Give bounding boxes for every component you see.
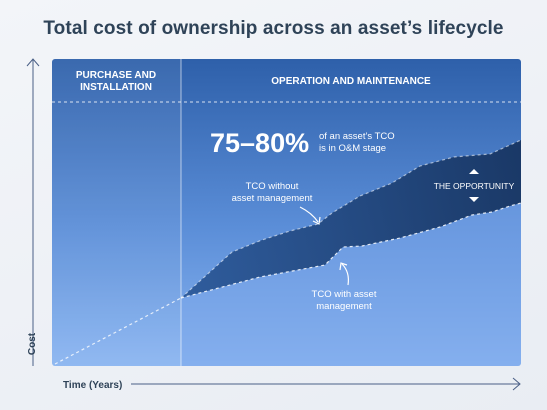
page-title: Total cost of ownership across an asset’… (43, 18, 504, 39)
tco-without-label-1: TCO without (246, 181, 299, 192)
purchase-phase-region (52, 59, 181, 366)
tco-without-line (180, 139, 521, 299)
opportunity-band (181, 140, 521, 298)
phase-installation-label: INSTALLATION (80, 82, 152, 93)
tco-with-label-2: management (316, 301, 372, 312)
tco-with-pointer (341, 263, 349, 286)
x-axis-label: Time (Years) (63, 380, 122, 391)
stat-value: 75–80% (210, 128, 309, 158)
tco-without-label-2: asset management (232, 193, 313, 204)
stat-desc-line1: of an asset’s TCO (319, 131, 395, 142)
x-axis-arrow-icon (512, 377, 521, 391)
phase-purchase-label: PURCHASE AND (76, 70, 156, 81)
tco-with-area (181, 203, 521, 366)
opportunity-label: THE OPPORTUNITY (434, 181, 515, 191)
y-axis-label: Cost (27, 332, 38, 355)
tco-without-arrowhead (312, 216, 321, 225)
tco-without-pointer (299, 206, 319, 223)
opportunity-down-arrow (469, 197, 479, 202)
phase-operation-label: OPERATION AND MAINTENANCE (271, 76, 431, 87)
tco-with-label-1: TCO with asset (312, 289, 377, 300)
stat-desc-line2: is in O&M stage (319, 143, 386, 154)
opportunity-up-arrow (469, 169, 479, 174)
chart-panel (52, 59, 521, 366)
tco-with-arrowhead (339, 262, 348, 271)
y-axis-arrow-icon (26, 58, 40, 67)
